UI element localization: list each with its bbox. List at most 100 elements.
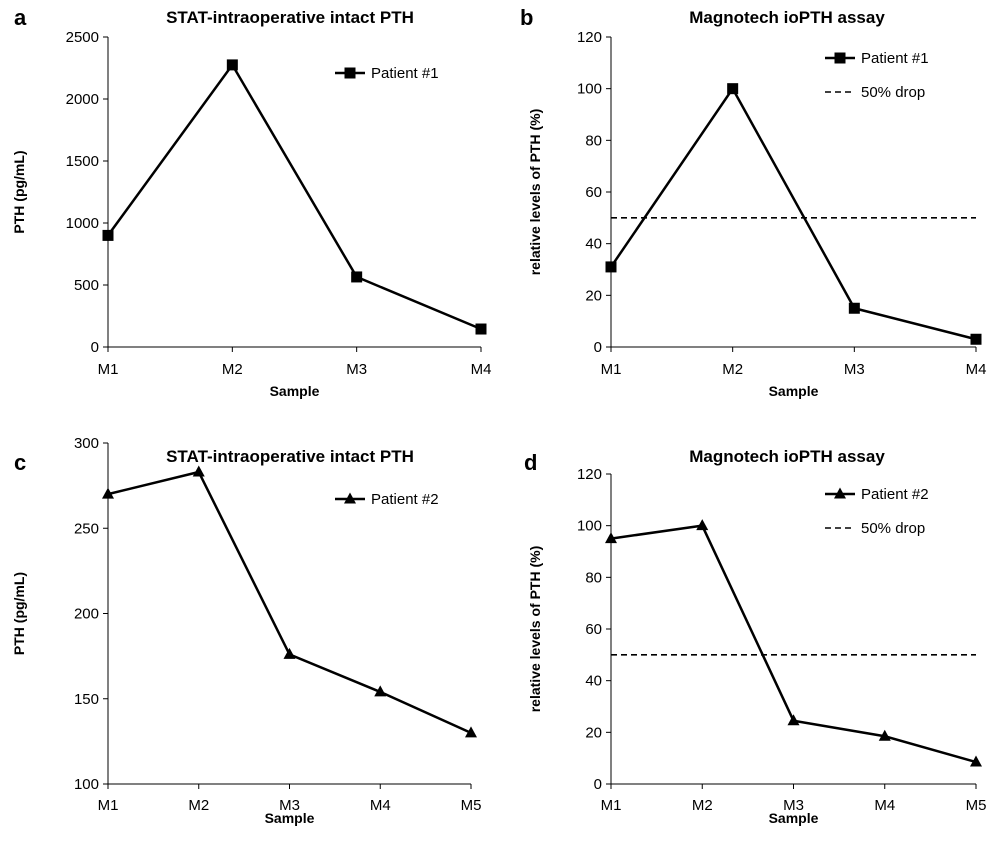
- y-axis-label: relative levels of PTH (%): [527, 546, 543, 713]
- panel-letter: b: [520, 5, 533, 30]
- y-axis-label: PTH (pg/mL): [11, 150, 27, 233]
- series-line: [107, 470, 472, 734]
- data-point: [970, 755, 982, 767]
- x-tick-label: M3: [844, 361, 865, 378]
- y-tick-label: 1000: [66, 215, 99, 232]
- legend: Patient #2 50% drop: [825, 486, 929, 537]
- data-point: [102, 229, 114, 241]
- legend-marker: [344, 492, 356, 504]
- panel-b: b Magnotech ioPTH assay 0 20 40 60 80 100 120 M1 M…: [520, 5, 986, 399]
- y-tick-label: 150: [74, 691, 99, 708]
- data-point: [465, 726, 477, 738]
- y-tick-label: 120: [577, 466, 602, 483]
- x-axis-label: Sample: [769, 810, 819, 826]
- x-tick-label: M1: [601, 797, 622, 814]
- data-point: [848, 302, 860, 314]
- y-tick-label: 120: [577, 29, 602, 46]
- panel-d: d Magnotech ioPTH assay 0 20 40 60 80 100 120 M1 M…: [524, 447, 986, 826]
- y-tick-label: 40: [585, 236, 602, 253]
- y-tick-label: 100: [577, 81, 602, 98]
- x-tick-label: M3: [346, 361, 367, 378]
- chart-title: STAT-intraoperative intact PTH: [166, 8, 414, 27]
- series-line: [106, 62, 482, 331]
- panel-letter: d: [524, 450, 537, 475]
- x-axis-label: Sample: [769, 383, 819, 399]
- y-tick-label: 20: [585, 724, 602, 741]
- y-tick-label: 0: [594, 776, 602, 793]
- y-tick-label: 80: [585, 569, 602, 586]
- x-axis-label: Sample: [265, 810, 315, 826]
- x-tick-label: M4: [966, 361, 987, 378]
- legend-label: 50% drop: [861, 84, 925, 101]
- data-point: [351, 271, 363, 283]
- series-line: [609, 86, 977, 341]
- legend-label: Patient #1: [371, 65, 439, 82]
- x-tick-label: M2: [188, 797, 209, 814]
- panel-letter: c: [14, 450, 26, 475]
- data-point: [102, 487, 114, 499]
- panel-a: a STAT-intraoperative intact PTH 0 500 1000 1…: [11, 5, 491, 399]
- x-tick-label: M4: [370, 797, 391, 814]
- x-tick-label: M2: [692, 797, 713, 814]
- data-point: [475, 323, 487, 335]
- chart-title: Magnotech ioPTH assay: [689, 8, 885, 27]
- data-point: [605, 532, 617, 544]
- y-tick-label: 100: [74, 776, 99, 793]
- legend: Patient #1 50% drop: [825, 50, 929, 101]
- y-tick-label: 250: [74, 520, 99, 537]
- data-point: [283, 647, 296, 659]
- legend-marker: [834, 487, 846, 499]
- y-tick-label: 60: [585, 184, 602, 201]
- y-tick-label: 40: [585, 673, 602, 690]
- data-point: [787, 714, 800, 726]
- x-tick-label: M5: [966, 797, 987, 814]
- y-tick-label: 1500: [66, 153, 99, 170]
- data-point: [374, 685, 387, 697]
- legend-marker: [834, 52, 846, 64]
- panel-letter: a: [14, 5, 27, 30]
- legend-label: 50% drop: [861, 520, 925, 537]
- chart-title: Magnotech ioPTH assay: [689, 447, 885, 466]
- data-point: [226, 59, 238, 71]
- data-point: [878, 729, 891, 741]
- x-tick-label: M5: [461, 797, 482, 814]
- y-tick-label: 300: [74, 435, 99, 452]
- legend: Patient #2: [335, 491, 439, 508]
- y-axis-label: PTH (pg/mL): [11, 572, 27, 655]
- y-tick-label: 60: [585, 621, 602, 638]
- legend: Patient #1: [335, 65, 439, 82]
- y-tick-label: 80: [585, 132, 602, 149]
- y-tick-label: 200: [74, 606, 99, 623]
- chart-title: STAT-intraoperative intact PTH: [166, 447, 414, 466]
- x-tick-label: M4: [471, 361, 492, 378]
- x-axis-label: Sample: [270, 383, 320, 399]
- x-tick-label: M2: [222, 361, 243, 378]
- series-line: [610, 524, 977, 764]
- x-tick-label: M4: [874, 797, 895, 814]
- y-tick-label: 0: [91, 339, 99, 356]
- y-tick-label: 20: [585, 287, 602, 304]
- x-tick-label: M3: [279, 797, 300, 814]
- data-point: [696, 519, 709, 531]
- data-point: [727, 83, 739, 95]
- data-point: [192, 465, 205, 477]
- y-tick-label: 2000: [66, 91, 99, 108]
- legend-label: Patient #2: [371, 491, 439, 508]
- data-point: [970, 333, 982, 345]
- y-tick-label: 500: [74, 277, 99, 294]
- legend-label: Patient #1: [861, 50, 929, 67]
- x-tick-label: M1: [98, 361, 119, 378]
- y-tick-label: 2500: [66, 29, 99, 46]
- x-tick-label: M2: [722, 361, 743, 378]
- y-axis-label: relative levels of PTH (%): [527, 109, 543, 276]
- x-tick-label: M1: [98, 797, 119, 814]
- x-tick-label: M1: [601, 361, 622, 378]
- y-tick-label: 100: [577, 518, 602, 535]
- x-tick-label: M3: [783, 797, 804, 814]
- y-tick-label: 0: [594, 339, 602, 356]
- panel-c: c STAT-intraoperative intact PTH 100 150 200…: [11, 435, 481, 826]
- data-point: [605, 261, 617, 273]
- legend-marker: [344, 67, 356, 79]
- legend-label: Patient #2: [861, 486, 929, 503]
